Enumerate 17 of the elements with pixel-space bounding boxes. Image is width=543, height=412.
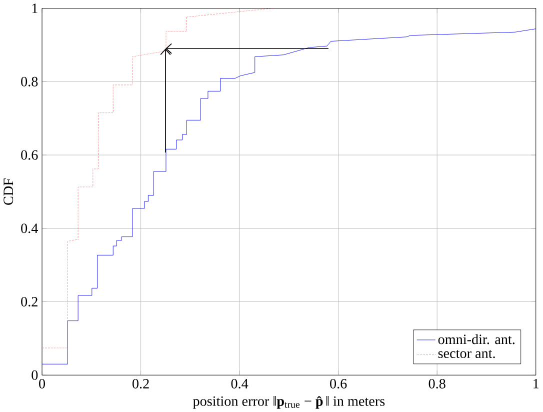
y-tick-label: 0.4 bbox=[21, 223, 38, 233]
x-tick-label: 0.8 bbox=[428, 378, 446, 388]
x-axis-title: position error ‖p$_{true}$ − p̂‖ in meters bbox=[192, 396, 385, 409]
y-tick-label: 0 bbox=[32, 370, 38, 380]
x-tick-label: 0.4 bbox=[231, 378, 248, 388]
y-tick-label: 0.8 bbox=[21, 76, 38, 86]
line-series bbox=[42, 28, 536, 364]
x-tick-label: 0.6 bbox=[330, 378, 347, 388]
y-tick-label: 0.2 bbox=[21, 296, 38, 306]
x-tick-label: 0 bbox=[39, 378, 46, 388]
y-tick-label: 0.6 bbox=[21, 150, 38, 160]
legend-label: sector ant. bbox=[438, 350, 495, 358]
legend-label: omni-dir. ant. bbox=[438, 334, 514, 344]
x-tick-label: 0.2 bbox=[132, 378, 149, 388]
x-tick-label: 1 bbox=[534, 378, 539, 388]
y-axis-title: CDF bbox=[4, 178, 14, 205]
y-tick-label: 1 bbox=[32, 3, 38, 13]
